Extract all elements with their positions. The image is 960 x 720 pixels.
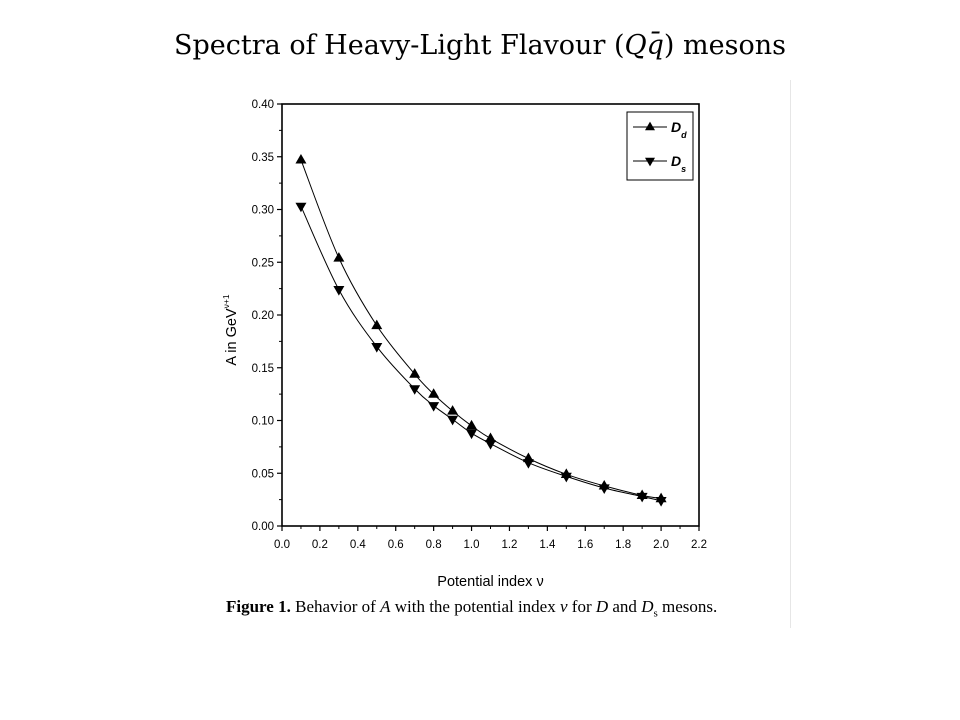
y-axis-label: A in GeVν+1 (221, 294, 240, 365)
title-prefix: Spectra of Heavy-Light Flavour ( (174, 30, 625, 61)
title-bar-accent: ¯ (646, 28, 661, 59)
x-tick-label-6: 1.2 (501, 539, 517, 551)
y-tick-label-2: 0.10 (252, 416, 274, 428)
series-1-point-11 (636, 492, 648, 503)
caption-text-4: and (608, 597, 642, 616)
title-suffix: ) mesons (663, 30, 786, 61)
series-1-point-12 (655, 497, 667, 507)
series-1-point-3 (409, 385, 421, 395)
series-0-line (300, 159, 662, 500)
series-0-point-0 (295, 153, 307, 164)
series-1-line (300, 206, 662, 502)
x-tick-label-4: 0.8 (426, 539, 442, 551)
series-0-point-3 (409, 368, 421, 378)
y-tick-label-1: 0.05 (252, 468, 274, 480)
series-0-point-2 (371, 319, 383, 330)
x-tick-label-7: 1.4 (539, 539, 556, 551)
series-0-point-7 (485, 432, 496, 443)
x-tick-label-5: 1.0 (464, 539, 480, 551)
caption-text-5: mesons. (657, 597, 718, 616)
series-1-point-8 (522, 459, 534, 469)
series-1-point-2 (371, 343, 383, 353)
y-axis-label-text: A in GeV (224, 308, 240, 366)
y-tick-label-7: 0.35 (252, 152, 274, 164)
series-1-point-10 (598, 484, 610, 494)
page-title: Spectra of Heavy-Light Flavour (Qq ¯) mes… (0, 30, 960, 61)
series-1-point-9 (560, 472, 572, 483)
x-tick-label-9: 1.8 (615, 539, 631, 551)
y-tick-label-6: 0.30 (252, 205, 274, 217)
x-tick-label-10: 2.0 (653, 539, 669, 551)
series-1-point-0 (295, 202, 307, 213)
caption-var-ds: D (641, 597, 654, 616)
axis-ticks-layer: 0.0 0.2 0.4 0.6 0.8 1.0 1.2 1.4 1.6 1.8 2.0 2.2 0.00… (252, 99, 707, 551)
x-axis-label: Potential index ν (437, 574, 543, 590)
x-tick-label-8: 1.6 (577, 539, 593, 551)
series-markers-layer (295, 153, 667, 507)
caption-text-3: for (567, 597, 596, 616)
x-tick-label-1: 0.2 (312, 539, 328, 551)
y-tick-label-4: 0.20 (252, 310, 274, 322)
y-tick-label-8: 0.40 (252, 99, 274, 111)
y-tick-label-5: 0.25 (252, 257, 274, 269)
x-tick-label-2: 0.4 (350, 539, 367, 551)
legend-label-1-main: D (671, 153, 681, 169)
y-tick-label-0: 0.00 (252, 521, 274, 533)
title-antiquark-wrap: q ¯ (647, 30, 664, 61)
caption-var-ds-sub: s (653, 607, 658, 620)
caption-label: Figure 1. (226, 597, 291, 616)
legend-box (626, 111, 694, 181)
legend-label-0-main: D (671, 119, 681, 135)
series-1-point-4 (428, 402, 440, 412)
series-1-point-5 (447, 415, 459, 426)
caption-text-1: Behavior of (295, 597, 381, 616)
legend-label-1: Ds (671, 153, 686, 174)
series-curves-layer (300, 159, 662, 502)
series-0-point-5 (447, 405, 459, 415)
series-0-point-1 (333, 252, 345, 262)
series-1-point-7 (485, 440, 496, 450)
page-divider (790, 80, 791, 628)
legend-marker-0 (645, 121, 655, 131)
title-light-antiquark: q (646, 30, 664, 61)
series-0-point-6 (466, 419, 478, 430)
x-tick-label-11: 2.2 (691, 539, 707, 551)
x-tick-label-3: 0.6 (388, 539, 404, 551)
series-1-point-6 (466, 429, 478, 440)
caption-var-nu: ν (559, 597, 568, 616)
figure-caption: Figure 1. Behavior of A with the potenti… (226, 597, 717, 619)
legend-marker-1 (645, 157, 655, 167)
series-0-point-4 (428, 388, 440, 398)
caption-var-a: A (380, 597, 391, 616)
caption-text-2: with the potential index (390, 597, 560, 616)
series-1-point-1 (333, 286, 345, 296)
x-tick-label-0: 0.0 (274, 539, 290, 551)
y-tick-label-3: 0.15 (252, 363, 274, 375)
legend-label-1-sub: s (681, 164, 686, 174)
title-heavy-quark: Q (624, 30, 647, 61)
legend-label-0: Dd (671, 119, 687, 140)
legend-label-0-sub: d (681, 130, 687, 140)
caption-var-d: D (595, 597, 609, 616)
y-axis-label-exponent: ν+1 (221, 294, 231, 308)
